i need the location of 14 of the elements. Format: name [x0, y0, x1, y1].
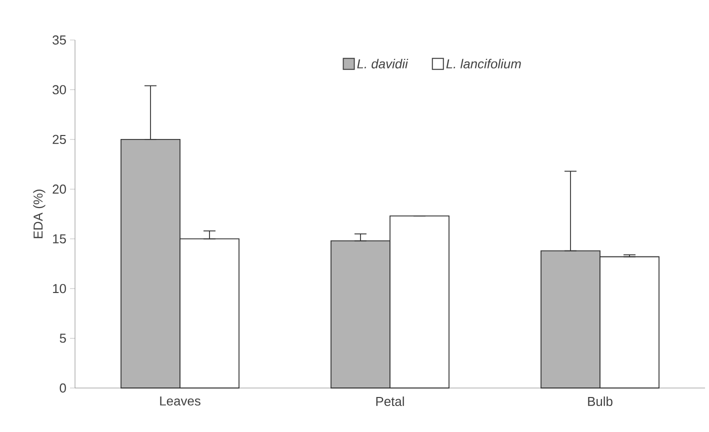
x-tick-label: Bulb — [588, 396, 612, 406]
y-tick-label: 35 — [52, 35, 66, 45]
x-tick-label: Petal — [376, 396, 404, 406]
y-tick-label: 0 — [60, 383, 66, 393]
y-tick-label: 30 — [52, 85, 66, 94]
legend-label: L. davidii — [357, 58, 408, 68]
y-tick-label: 25 — [52, 134, 66, 144]
y-axis-title: EDA (%) — [33, 190, 46, 238]
y-tick-label: 15 — [53, 234, 66, 244]
y-tick-label: 10 — [53, 284, 66, 294]
y-tick-label: 5 — [60, 334, 66, 343]
legend-label: L. lancifolium — [446, 58, 521, 68]
x-tick-label: Leaves — [160, 396, 200, 406]
y-tick-label: 20 — [52, 184, 66, 194]
